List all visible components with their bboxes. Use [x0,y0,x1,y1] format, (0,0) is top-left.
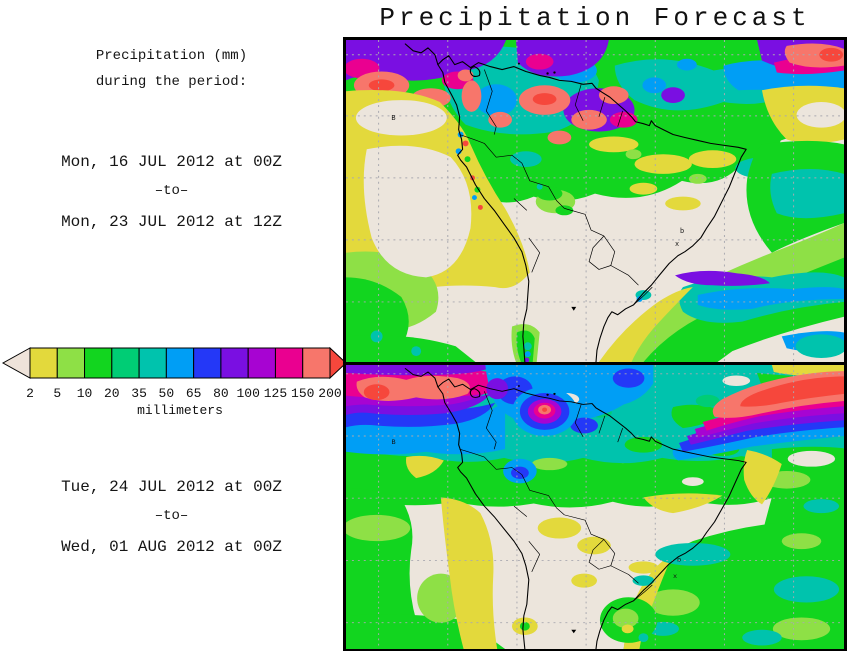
period1-separator: –to– [154,183,189,199]
country-borders [459,391,653,602]
colorbar-cell [29,347,58,379]
map-mark-b: b [677,557,681,564]
country-borders [459,69,653,306]
colorbar-cell [274,347,304,379]
map-mark-b: b [680,228,684,236]
colorbar-cell [302,347,331,379]
colorbar-tick-label: 125 [264,386,287,401]
forecast-map-frame: B b x [343,37,847,651]
precipitation-field-week1 [346,40,844,362]
colorbar-tick-label: 50 [159,386,175,401]
grid-lines [346,365,844,649]
period2-from: Tue, 24 JUL 2012 at 00Z [61,478,282,496]
map-mark-x: x [675,241,679,249]
legend-heading-line1: Precipitation (mm) [95,48,248,64]
period2-to: Wed, 01 AUG 2012 at 00Z [61,538,282,556]
precipitation-field-week2 [346,365,844,649]
colorbar-tick-label: 150 [291,386,314,401]
period1-to: Mon, 23 JUL 2012 at 12Z [61,213,282,231]
colorbar-cell [138,347,167,379]
coastline [404,368,747,649]
colorbar-tick-label: 80 [213,386,229,401]
colorbar-unit-label: millimeters [137,403,223,418]
colorbar-tick-label: 100 [236,386,259,401]
map-mark-island: B [391,439,395,446]
colorbar-cell [193,347,222,379]
colorbar-cell [56,347,86,379]
colorbar-tick-label: 20 [104,386,120,401]
colorbar-cell [247,347,276,379]
colorbar-tick-label: 35 [131,386,147,401]
page-title: Precipitation Forecast [379,3,811,33]
map-mark-x: x [673,573,677,580]
legend-heading-line2: during the period: [95,74,248,90]
panel-divider [346,362,844,365]
colorbar-overflow-arrow [329,346,347,380]
colorbar-tick-label: 200 [318,386,341,401]
map-mark-island: B [391,115,395,123]
forecast-map-panel-week1: B b x [346,40,844,362]
colorbar-cell [220,347,249,379]
period2-separator: –to– [154,508,189,524]
colorbar-cell [165,347,195,379]
colorbar-cell [111,347,140,379]
colorbar-tick-label: 10 [77,386,93,401]
colorbar-underflow-arrow [1,347,31,379]
coastline [404,43,747,362]
period1-from: Mon, 16 JUL 2012 at 00Z [61,153,282,171]
forecast-map-panel-week2: B b x [346,365,844,649]
colorbar-cell [84,347,113,379]
colorbar-tick-label: 65 [186,386,202,401]
colorbar-tick-label: 5 [53,386,61,401]
colorbar-tick-label: 2 [26,386,34,401]
precipitation-colorbar: millimeters 2 5 10 20 35 50 65 80 100 125 150 200 [1,346,347,418]
